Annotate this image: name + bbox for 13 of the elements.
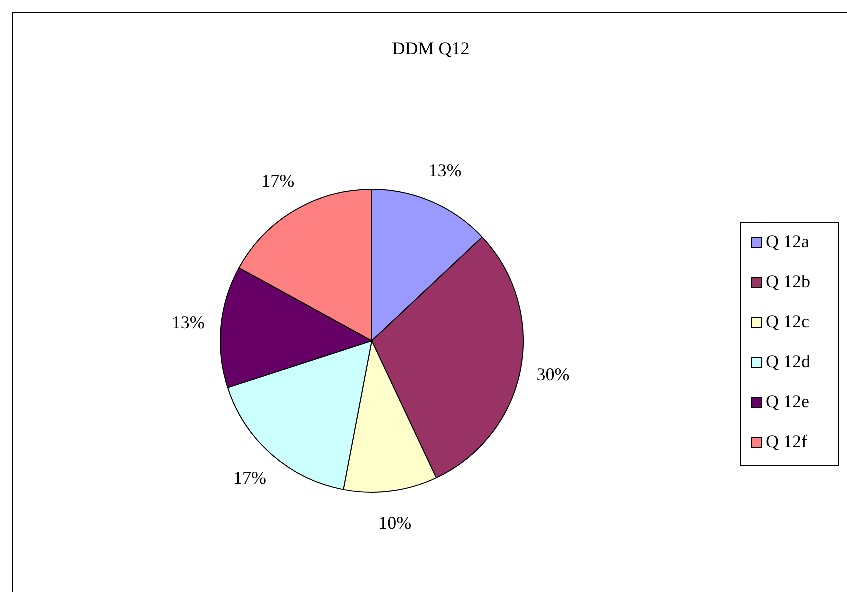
legend-label: Q 12e: [766, 392, 810, 412]
data-label: 13%: [172, 312, 205, 332]
data-label: 13%: [428, 160, 462, 180]
legend-label: Q 12c: [766, 312, 810, 332]
legend-label: Q 12b: [766, 272, 810, 292]
legend-label: Q 12f: [766, 432, 808, 452]
data-label: 17%: [233, 468, 266, 488]
data-label: 17%: [262, 170, 295, 191]
legend-label: Q 12a: [766, 232, 810, 252]
chart-title: DDM Q12: [392, 38, 470, 59]
data-label: 10%: [378, 512, 412, 533]
data-label: 30%: [536, 364, 570, 384]
legend-label: Q 12d: [766, 352, 810, 372]
